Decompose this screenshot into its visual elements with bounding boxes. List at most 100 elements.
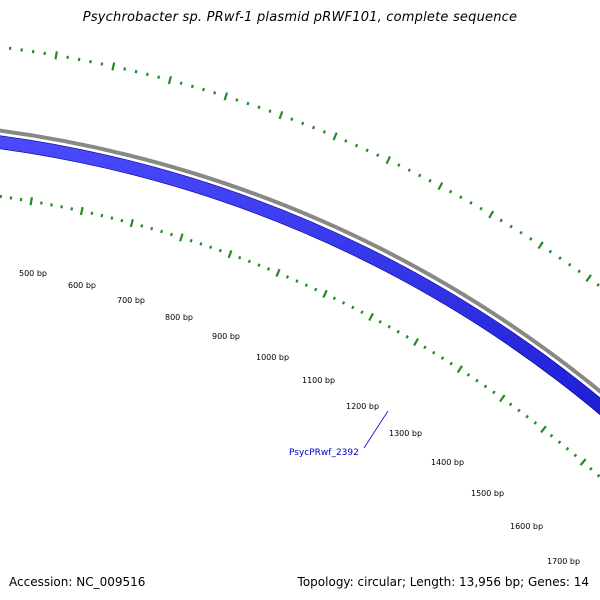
accession-label: Accession: NC_009516 xyxy=(9,575,146,589)
minor-tick xyxy=(387,324,391,329)
minor-tick xyxy=(567,262,572,267)
minor-tick xyxy=(213,91,217,95)
minor-tick xyxy=(179,81,183,85)
minor-tick xyxy=(596,283,600,287)
minor-tick xyxy=(529,237,533,241)
tick-label: 1100 bp xyxy=(302,376,335,385)
major-tick xyxy=(579,458,587,466)
minor-tick xyxy=(199,242,203,246)
minor-tick xyxy=(89,60,92,64)
major-tick xyxy=(129,219,134,228)
minor-tick xyxy=(70,207,74,211)
minor-tick xyxy=(492,390,496,395)
minor-tick xyxy=(50,203,53,207)
minor-tick xyxy=(431,350,436,355)
minor-tick xyxy=(285,275,290,279)
minor-tick xyxy=(160,229,164,234)
tick-label: 900 bp xyxy=(212,332,240,341)
major-tick xyxy=(332,132,338,141)
tick-label: 800 bp xyxy=(165,313,193,322)
minor-tick xyxy=(533,421,538,425)
minor-tick xyxy=(469,201,473,205)
minor-tick xyxy=(295,279,299,283)
minor-tick xyxy=(247,259,251,264)
minor-tick xyxy=(428,178,432,183)
tick-label: 1200 bp xyxy=(346,402,379,411)
minor-tick xyxy=(140,224,144,228)
minor-tick xyxy=(407,168,411,173)
minor-tick xyxy=(145,72,149,77)
minor-tick xyxy=(475,378,479,383)
minor-tick xyxy=(365,148,369,153)
minor-tick xyxy=(449,361,453,366)
minor-tick xyxy=(466,372,471,377)
minor-tick xyxy=(589,467,593,471)
minor-tick xyxy=(396,329,400,334)
minor-tick xyxy=(100,213,104,218)
major-tick xyxy=(488,210,495,219)
minor-tick xyxy=(558,256,562,260)
tick-label: 1600 bp xyxy=(510,522,543,531)
minor-tick xyxy=(66,55,69,60)
minor-tick xyxy=(100,62,104,66)
minor-tick xyxy=(341,301,346,305)
tick-label: 1300 bp xyxy=(389,429,422,438)
major-tick xyxy=(29,197,33,206)
minor-tick xyxy=(209,245,213,249)
minor-tick xyxy=(246,101,250,106)
tick-label: 700 bp xyxy=(117,296,145,305)
major-tick xyxy=(537,241,544,250)
minor-tick xyxy=(573,453,578,458)
major-tick xyxy=(54,51,58,60)
minor-tick xyxy=(577,269,581,274)
major-tick xyxy=(499,394,506,403)
tick-label: 1700 bp xyxy=(547,557,580,566)
tick-label: 500 bp xyxy=(19,269,47,278)
minor-tick xyxy=(257,263,261,267)
minor-tick xyxy=(290,117,294,121)
major-tick xyxy=(437,182,444,191)
minor-tick xyxy=(235,98,239,102)
minor-tick xyxy=(123,67,127,71)
minor-tick xyxy=(304,283,308,288)
major-tick xyxy=(111,62,116,71)
gene-label-leader-line xyxy=(363,410,389,449)
minor-tick xyxy=(322,130,326,134)
tick-label: 1400 bp xyxy=(431,458,464,467)
minor-tick xyxy=(266,267,271,271)
tick-label: 1500 bp xyxy=(471,489,504,498)
minor-tick xyxy=(344,139,348,143)
minor-tick xyxy=(525,414,529,419)
minor-tick xyxy=(238,255,242,260)
minor-tick xyxy=(360,310,364,314)
minor-tick xyxy=(557,440,562,445)
minor-tick xyxy=(509,224,513,229)
major-tick xyxy=(413,338,420,347)
major-tick xyxy=(540,425,547,434)
minor-tick xyxy=(189,238,193,243)
minor-tick xyxy=(418,173,422,178)
minor-tick xyxy=(548,249,553,254)
major-tick xyxy=(368,312,374,321)
minor-tick xyxy=(77,57,81,62)
minor-tick xyxy=(483,384,488,389)
minor-tick xyxy=(517,408,521,413)
minor-tick xyxy=(376,153,380,157)
minor-tick xyxy=(596,473,600,478)
tick-label: 1000 bp xyxy=(256,353,289,362)
minor-tick xyxy=(190,84,194,89)
major-tick xyxy=(227,249,233,259)
minor-tick xyxy=(120,218,124,223)
minor-tick xyxy=(40,201,43,205)
minor-tick xyxy=(448,189,453,194)
major-tick xyxy=(456,365,463,374)
map-summary: Topology: circular; Length: 13,956 bp; G… xyxy=(297,575,589,589)
minor-tick xyxy=(150,226,154,231)
minor-tick xyxy=(479,206,483,211)
minor-tick xyxy=(351,305,355,310)
minor-tick xyxy=(440,356,445,360)
minor-tick xyxy=(218,248,222,253)
minor-tick xyxy=(134,69,138,74)
